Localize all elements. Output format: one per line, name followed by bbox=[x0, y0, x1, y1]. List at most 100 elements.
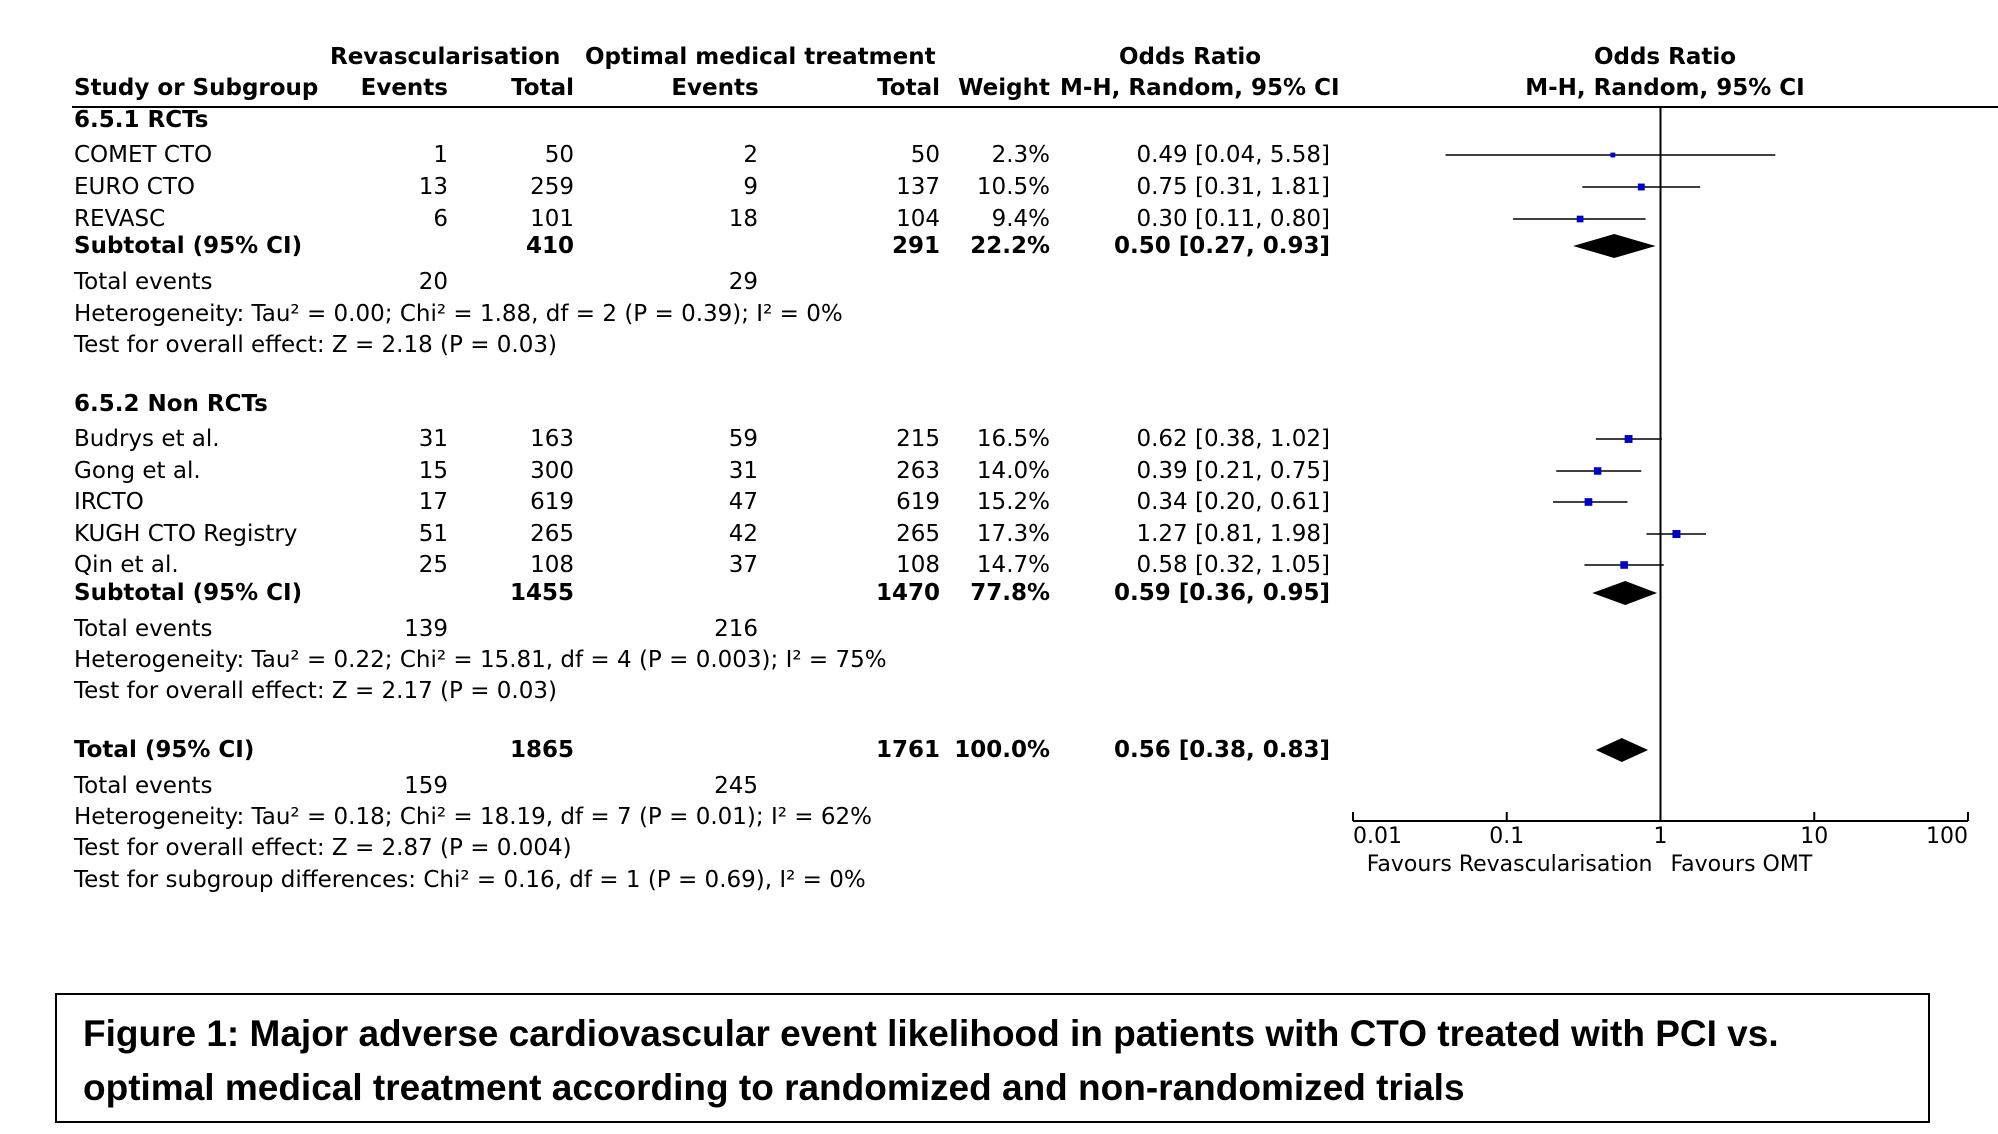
subtotal-total-revasc: 410 bbox=[525, 233, 574, 259]
weight: 14.7% bbox=[976, 552, 1050, 578]
weight: 2.3% bbox=[991, 142, 1050, 168]
study-name: EURO CTO bbox=[74, 174, 195, 200]
header-weight: Weight bbox=[958, 75, 1050, 101]
weight: 16.5% bbox=[976, 426, 1050, 452]
total-total-revasc: 1865 bbox=[509, 737, 574, 763]
study-name: IRCTO bbox=[74, 489, 144, 515]
study-name: Gong et al. bbox=[74, 458, 201, 484]
total-events-revasc: 139 bbox=[404, 616, 448, 642]
total-omt: 619 bbox=[896, 489, 940, 515]
total-revasc: 259 bbox=[530, 174, 574, 200]
figure-caption-box: Figure 1: Major adverse cardiovascular e… bbox=[55, 993, 1930, 1123]
section-title: 6.5.2 Non RCTs bbox=[74, 391, 268, 417]
total-events-label: Total events bbox=[74, 616, 213, 642]
total-total-omt: 1761 bbox=[875, 737, 940, 763]
weight: 17.3% bbox=[976, 521, 1050, 547]
subgroup-differences-text: Test for subgroup differences: Chi² = 0.… bbox=[74, 867, 866, 893]
point-estimate-marker bbox=[1576, 215, 1584, 223]
subtotal-total-omt: 1470 bbox=[875, 580, 940, 606]
overall-effect-text: Test for overall effect: Z = 2.17 (P = 0… bbox=[74, 678, 557, 704]
subtotal-ci: 0.59 [0.36, 0.95] bbox=[1113, 580, 1330, 606]
weight: 10.5% bbox=[976, 174, 1050, 200]
header-study: Study or Subgroup bbox=[74, 75, 319, 101]
total-omt: 137 bbox=[896, 174, 940, 200]
total-events-revasc: 20 bbox=[418, 269, 448, 295]
total-events-revasc: 159 bbox=[404, 773, 448, 799]
total-events-omt: 29 bbox=[728, 269, 758, 295]
pooled-estimate-diamond bbox=[1592, 581, 1658, 605]
header-plot-method: M-H, Random, 95% CI bbox=[1525, 75, 1805, 101]
odds-ratio-ci: 0.58 [0.32, 1.05] bbox=[1136, 552, 1330, 578]
subtotal-label: Subtotal (95% CI) bbox=[74, 233, 303, 259]
heterogeneity-text: Heterogeneity: Tau² = 0.18; Chi² = 18.19… bbox=[74, 804, 872, 830]
study-name: Qin et al. bbox=[74, 552, 179, 578]
events-revasc: 31 bbox=[418, 426, 448, 452]
pooled-estimate-diamond bbox=[1595, 738, 1649, 762]
total-events-omt: 216 bbox=[714, 616, 758, 642]
header-group1: Revascularisation bbox=[330, 44, 561, 70]
total-revasc: 50 bbox=[544, 142, 574, 168]
figure-caption: Figure 1: Major adverse cardiovascular e… bbox=[83, 1013, 1779, 1108]
total-omt: 50 bbox=[910, 142, 940, 168]
events-revasc: 15 bbox=[418, 458, 448, 484]
total-ci: 0.56 [0.38, 0.83] bbox=[1113, 737, 1330, 763]
total-weight: 100.0% bbox=[954, 737, 1050, 763]
study-name: COMET CTO bbox=[74, 142, 213, 168]
point-estimate-marker bbox=[1672, 530, 1681, 538]
total-revasc: 163 bbox=[530, 426, 574, 452]
events-omt: 37 bbox=[728, 552, 758, 578]
x-axis-tick-label: 10 bbox=[1800, 824, 1828, 849]
heterogeneity-text: Heterogeneity: Tau² = 0.22; Chi² = 15.81… bbox=[74, 647, 887, 673]
subtotal-weight: 77.8% bbox=[970, 580, 1050, 606]
section-title: 6.5.1 RCTs bbox=[74, 107, 209, 133]
subtotal-weight: 22.2% bbox=[970, 233, 1050, 259]
total-revasc: 108 bbox=[530, 552, 574, 578]
odds-ratio-ci: 0.49 [0.04, 5.58] bbox=[1136, 142, 1330, 168]
point-estimate-marker bbox=[1584, 498, 1593, 506]
events-omt: 2 bbox=[743, 142, 758, 168]
total-events-label: Total events bbox=[74, 773, 213, 799]
header-events1: Events bbox=[360, 75, 448, 101]
point-estimate-marker bbox=[1624, 435, 1633, 443]
total-events-omt: 245 bbox=[714, 773, 758, 799]
header-events2: Events bbox=[671, 75, 759, 101]
events-revasc: 13 bbox=[418, 174, 448, 200]
point-estimate-marker bbox=[1620, 561, 1628, 569]
events-revasc: 25 bbox=[418, 552, 448, 578]
odds-ratio-ci: 0.34 [0.20, 0.61] bbox=[1136, 489, 1330, 515]
x-axis-tick-label: 0.01 bbox=[1353, 824, 1402, 849]
odds-ratio-ci: 0.30 [0.11, 0.80] bbox=[1136, 206, 1330, 232]
events-revasc: 6 bbox=[433, 206, 448, 232]
total-revasc: 265 bbox=[530, 521, 574, 547]
total-omt: 265 bbox=[896, 521, 940, 547]
events-omt: 18 bbox=[728, 206, 758, 232]
total-omt: 215 bbox=[896, 426, 940, 452]
subtotal-ci: 0.50 [0.27, 0.93] bbox=[1113, 233, 1330, 259]
forest-plot: 0.01 0.1 1 10 100 Favours Revascularisation Fa… bbox=[1352, 108, 1969, 877]
odds-ratio-ci: 0.62 [0.38, 1.02] bbox=[1136, 426, 1330, 452]
total-label: Total (95% CI) bbox=[74, 737, 255, 763]
header-or-method: M-H, Random, 95% CI bbox=[1060, 75, 1340, 101]
total-omt: 263 bbox=[896, 458, 940, 484]
total-revasc: 300 bbox=[530, 458, 574, 484]
overall-effect-text: Test for overall effect: Z = 2.18 (P = 0… bbox=[74, 332, 557, 358]
pooled-estimate-diamond bbox=[1573, 234, 1656, 258]
header-rule bbox=[72, 106, 1998, 108]
total-revasc: 619 bbox=[530, 489, 574, 515]
point-estimate-marker bbox=[1610, 152, 1616, 158]
favours-left-label: Favours Revascularisation bbox=[1367, 852, 1653, 877]
header-or-title: Odds Ratio bbox=[1118, 44, 1262, 70]
subtotal-label: Subtotal (95% CI) bbox=[74, 580, 303, 606]
events-revasc: 51 bbox=[418, 521, 448, 547]
weight: 14.0% bbox=[976, 458, 1050, 484]
header-group2: Optimal medical treatment bbox=[585, 44, 936, 70]
header-plot-title: Odds Ratio bbox=[1593, 44, 1737, 70]
events-omt: 42 bbox=[728, 521, 758, 547]
header-total1: Total bbox=[511, 75, 574, 101]
odds-ratio-ci: 1.27 [0.81, 1.98] bbox=[1136, 521, 1330, 547]
weight: 15.2% bbox=[976, 489, 1050, 515]
total-revasc: 101 bbox=[530, 206, 574, 232]
overall-effect-text: Test for overall effect: Z = 2.87 (P = 0… bbox=[74, 835, 572, 861]
events-revasc: 17 bbox=[418, 489, 448, 515]
